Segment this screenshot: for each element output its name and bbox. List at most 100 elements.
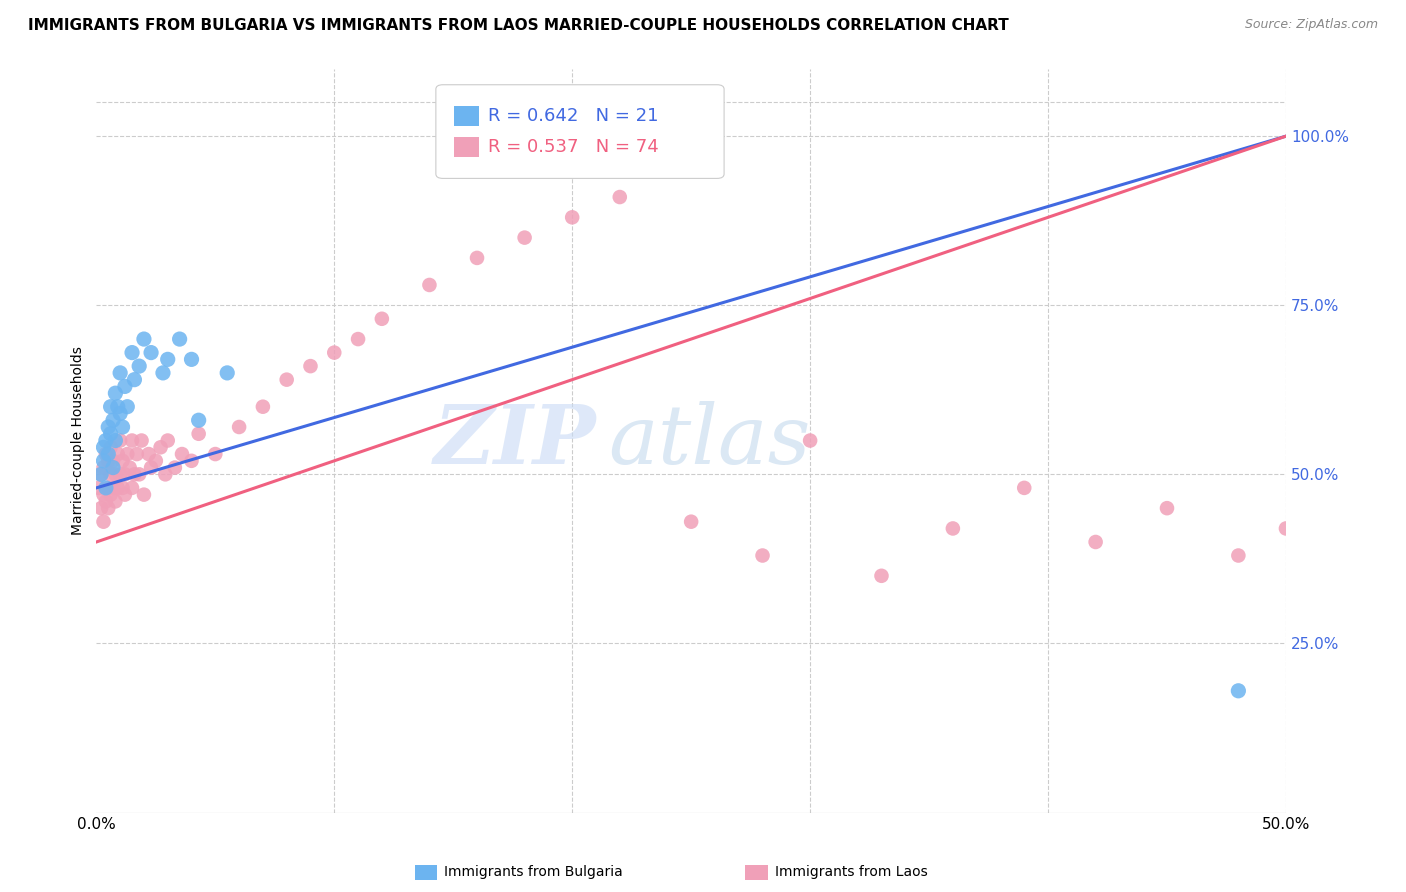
Point bbox=[97, 447, 120, 461]
Point bbox=[125, 447, 148, 461]
Point bbox=[204, 447, 226, 461]
Point bbox=[1156, 501, 1178, 516]
Point bbox=[299, 359, 322, 373]
Point bbox=[799, 434, 821, 448]
Text: IMMIGRANTS FROM BULGARIA VS IMMIGRANTS FROM LAOS MARRIED-COUPLE HOUSEHOLDS CORRE: IMMIGRANTS FROM BULGARIA VS IMMIGRANTS F… bbox=[28, 18, 1010, 33]
Point bbox=[609, 190, 631, 204]
Point bbox=[101, 460, 124, 475]
Point bbox=[101, 413, 124, 427]
Point bbox=[132, 488, 155, 502]
Point bbox=[187, 426, 209, 441]
Point bbox=[513, 230, 536, 244]
Point bbox=[681, 515, 703, 529]
Point bbox=[128, 359, 150, 373]
Point bbox=[104, 386, 127, 401]
Point bbox=[94, 434, 117, 448]
Point bbox=[121, 481, 143, 495]
Point bbox=[252, 400, 274, 414]
Point bbox=[170, 447, 193, 461]
Point bbox=[751, 549, 773, 563]
Point bbox=[100, 488, 122, 502]
Point bbox=[104, 467, 127, 482]
Point bbox=[93, 440, 115, 454]
Point bbox=[132, 332, 155, 346]
Point bbox=[100, 467, 122, 482]
Point bbox=[942, 521, 965, 535]
Point bbox=[111, 481, 134, 495]
Point bbox=[93, 460, 115, 475]
Point bbox=[114, 379, 136, 393]
Point bbox=[93, 488, 115, 502]
Point bbox=[114, 467, 136, 482]
Point bbox=[169, 332, 191, 346]
Point bbox=[107, 481, 129, 495]
Text: Immigrants from Bulgaria: Immigrants from Bulgaria bbox=[444, 865, 623, 880]
Point bbox=[131, 434, 153, 448]
Text: Immigrants from Laos: Immigrants from Laos bbox=[775, 865, 928, 880]
Point bbox=[870, 569, 893, 583]
Point bbox=[111, 420, 134, 434]
Point bbox=[108, 366, 131, 380]
Text: R = 0.537   N = 74: R = 0.537 N = 74 bbox=[488, 138, 658, 156]
Point bbox=[108, 467, 131, 482]
Point bbox=[97, 420, 120, 434]
Point bbox=[97, 501, 120, 516]
Point bbox=[323, 345, 346, 359]
Point bbox=[347, 332, 370, 346]
Point bbox=[371, 311, 394, 326]
Point bbox=[100, 440, 122, 454]
Point bbox=[124, 373, 146, 387]
Point bbox=[156, 352, 179, 367]
Point bbox=[107, 400, 129, 414]
Point bbox=[124, 467, 146, 482]
Point bbox=[155, 467, 177, 482]
Point bbox=[1227, 549, 1250, 563]
Point bbox=[1012, 481, 1035, 495]
Point bbox=[90, 467, 112, 482]
Text: R = 0.642   N = 21: R = 0.642 N = 21 bbox=[488, 107, 658, 125]
Point bbox=[276, 373, 298, 387]
Point bbox=[128, 467, 150, 482]
Point bbox=[97, 454, 120, 468]
Point bbox=[152, 366, 174, 380]
Point bbox=[111, 454, 134, 468]
Point bbox=[90, 501, 112, 516]
Point bbox=[145, 454, 167, 468]
Point bbox=[94, 481, 117, 495]
Point bbox=[465, 251, 488, 265]
Point bbox=[139, 460, 162, 475]
Point bbox=[1275, 521, 1298, 535]
Point bbox=[149, 440, 172, 454]
Point bbox=[561, 211, 583, 225]
Point bbox=[1227, 683, 1250, 698]
Point bbox=[104, 434, 127, 448]
Point bbox=[418, 277, 440, 292]
Point bbox=[228, 420, 250, 434]
Point bbox=[101, 481, 124, 495]
Point bbox=[217, 366, 239, 380]
Text: Source: ZipAtlas.com: Source: ZipAtlas.com bbox=[1244, 18, 1378, 31]
Point bbox=[114, 488, 136, 502]
Point bbox=[108, 407, 131, 421]
Point bbox=[139, 345, 162, 359]
Point bbox=[121, 345, 143, 359]
Point bbox=[1393, 535, 1406, 549]
Point bbox=[117, 400, 139, 414]
Point bbox=[180, 352, 202, 367]
Point bbox=[104, 494, 127, 508]
Point bbox=[94, 494, 117, 508]
Point bbox=[117, 447, 139, 461]
Point bbox=[441, 129, 464, 144]
Text: ZIP: ZIP bbox=[433, 401, 596, 481]
Point bbox=[121, 434, 143, 448]
Point bbox=[93, 515, 115, 529]
Point bbox=[1084, 535, 1107, 549]
Point bbox=[93, 454, 115, 468]
Y-axis label: Married-couple Households: Married-couple Households bbox=[72, 346, 86, 535]
Point bbox=[87, 481, 110, 495]
Point bbox=[138, 447, 160, 461]
Point bbox=[101, 454, 124, 468]
Point bbox=[156, 434, 179, 448]
Point bbox=[118, 460, 141, 475]
Point bbox=[187, 413, 209, 427]
